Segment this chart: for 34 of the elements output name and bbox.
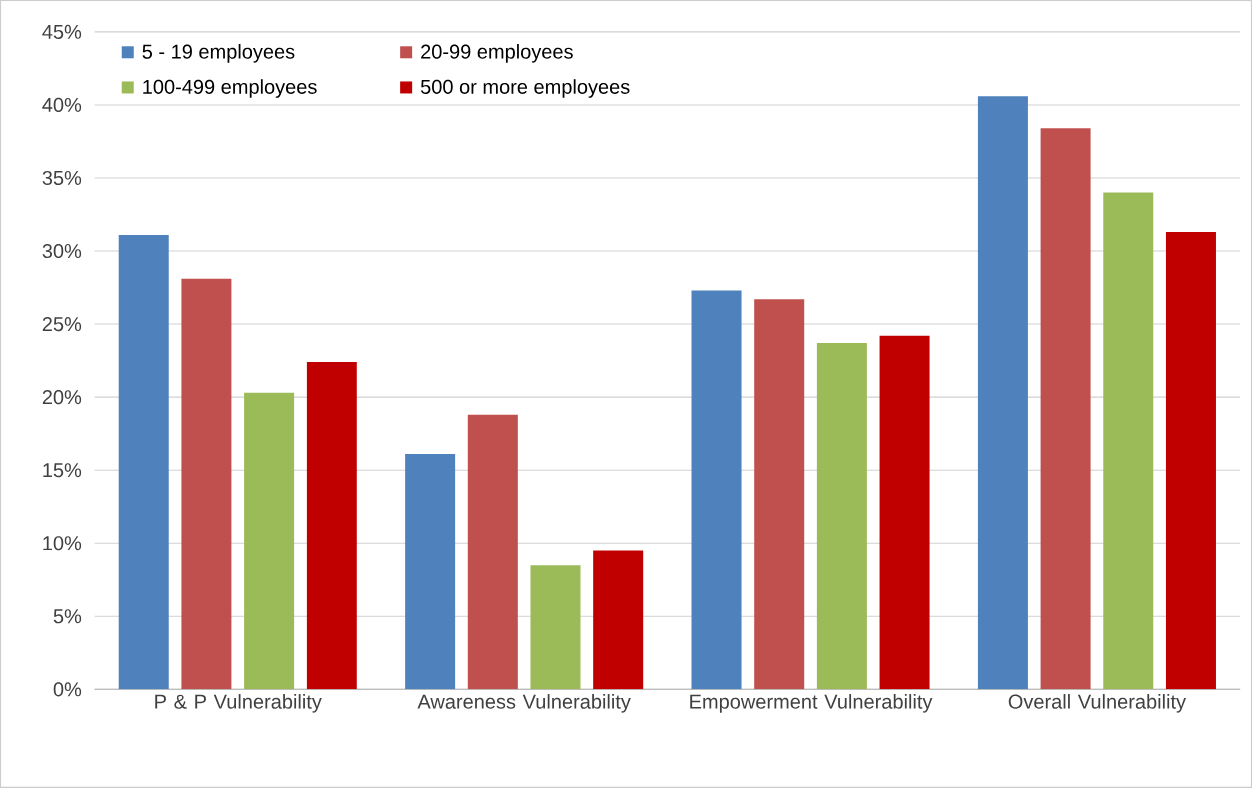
y-tick-label: 25% [42, 317, 82, 332]
y-tick-label: 30% [42, 243, 82, 259]
bar [405, 454, 456, 690]
y-tick-label: 0% [53, 682, 82, 697]
y-tick-label: 40% [42, 97, 82, 113]
bar [1165, 232, 1216, 690]
y-tick-label: 35% [42, 170, 82, 186]
bar [691, 290, 742, 690]
bar [879, 335, 930, 690]
bar [118, 234, 169, 690]
bar [244, 392, 295, 690]
bar [306, 362, 357, 690]
legend-label: 20-99 employees [421, 44, 573, 63]
y-tick-label: 5% [53, 609, 82, 624]
bar [467, 414, 518, 690]
x-tick-label: P & P Vulnerability [155, 694, 322, 713]
legend-label: 5 - 19 employees [142, 44, 295, 63]
bar [181, 278, 232, 690]
y-tick-label: 20% [42, 390, 82, 405]
bar [816, 343, 867, 690]
x-tick-label: Awareness Vulnerability [417, 694, 631, 713]
bar [977, 96, 1028, 690]
legend-label: 500 or more employees [420, 79, 630, 98]
x-tick-label: Overall Vulnerability [1008, 694, 1186, 713]
y-tick-label: 10% [43, 536, 82, 551]
bar [530, 565, 581, 690]
bar [1040, 128, 1091, 690]
y-tick-label: 45% [42, 24, 82, 39]
legend-label: 100-499 employees [143, 79, 317, 98]
bar [593, 550, 644, 690]
x-tick-label: Empowerment Vulnerability [690, 694, 933, 713]
bar [754, 299, 805, 690]
bar [1103, 192, 1154, 690]
y-tick-label: 15% [43, 463, 82, 478]
